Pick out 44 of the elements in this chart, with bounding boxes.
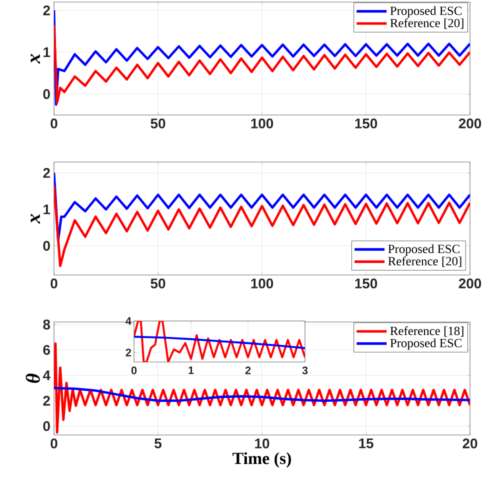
- y-tick-label: 0: [43, 240, 50, 251]
- x-tick-label: 150: [355, 278, 378, 288]
- x-tick-label: 200: [458, 278, 482, 288]
- legend-label: Proposed ESC: [388, 244, 460, 256]
- x-tick-label: 15: [359, 438, 374, 448]
- y-tick-label: 8: [43, 320, 50, 330]
- line-series: [54, 386, 470, 402]
- y-tick-label: 6: [43, 344, 50, 355]
- x-axis-title: Time (s): [232, 452, 291, 468]
- y-tick-label: 2: [43, 5, 50, 16]
- y-axis-title: x: [30, 54, 40, 64]
- x-tick-label: 20: [462, 438, 478, 448]
- x-tick-label: 50: [150, 118, 166, 128]
- y-tick-label: 1: [44, 47, 50, 58]
- x-tick-label: 200: [458, 118, 482, 128]
- legend-label: Reference [18]: [390, 326, 464, 337]
- y-tick-label: 0: [43, 421, 50, 432]
- x-tick-label: 10: [255, 438, 270, 448]
- x-tick-label: 150: [355, 118, 378, 128]
- line-series: [54, 184, 470, 268]
- y-tick-label: 2: [43, 168, 50, 178]
- line-series: [134, 336, 305, 350]
- legend-label: Reference [20]: [390, 18, 464, 29]
- x-tick-label: 0: [131, 366, 137, 374]
- x-tick-label: 2: [245, 366, 251, 374]
- x-tick-label: 100: [251, 118, 274, 128]
- y-axis-title: x: [30, 214, 40, 224]
- x-tick-label: 5: [154, 438, 162, 448]
- x-tick-label: 0: [50, 118, 58, 128]
- y-tick-label: 2: [43, 396, 50, 406]
- y-tick-label: 1: [44, 204, 50, 214]
- legend-label: Proposed ESC: [390, 6, 462, 18]
- y-axis-title: θ: [26, 374, 40, 383]
- y-tick-label: 4: [126, 317, 132, 325]
- x-tick-label: 0: [50, 438, 58, 448]
- x-tick-label: 3: [302, 366, 308, 374]
- y-tick-label: 4: [42, 370, 50, 380]
- x-tick-label: 0: [50, 278, 58, 288]
- y-tick-label: 0: [43, 89, 50, 100]
- x-tick-label: 1: [188, 366, 194, 374]
- legend-label: Proposed ESC: [390, 338, 462, 350]
- x-tick-label: 50: [150, 278, 166, 288]
- x-tick-label: 100: [251, 278, 274, 288]
- legend-label: Reference [20]: [388, 256, 462, 267]
